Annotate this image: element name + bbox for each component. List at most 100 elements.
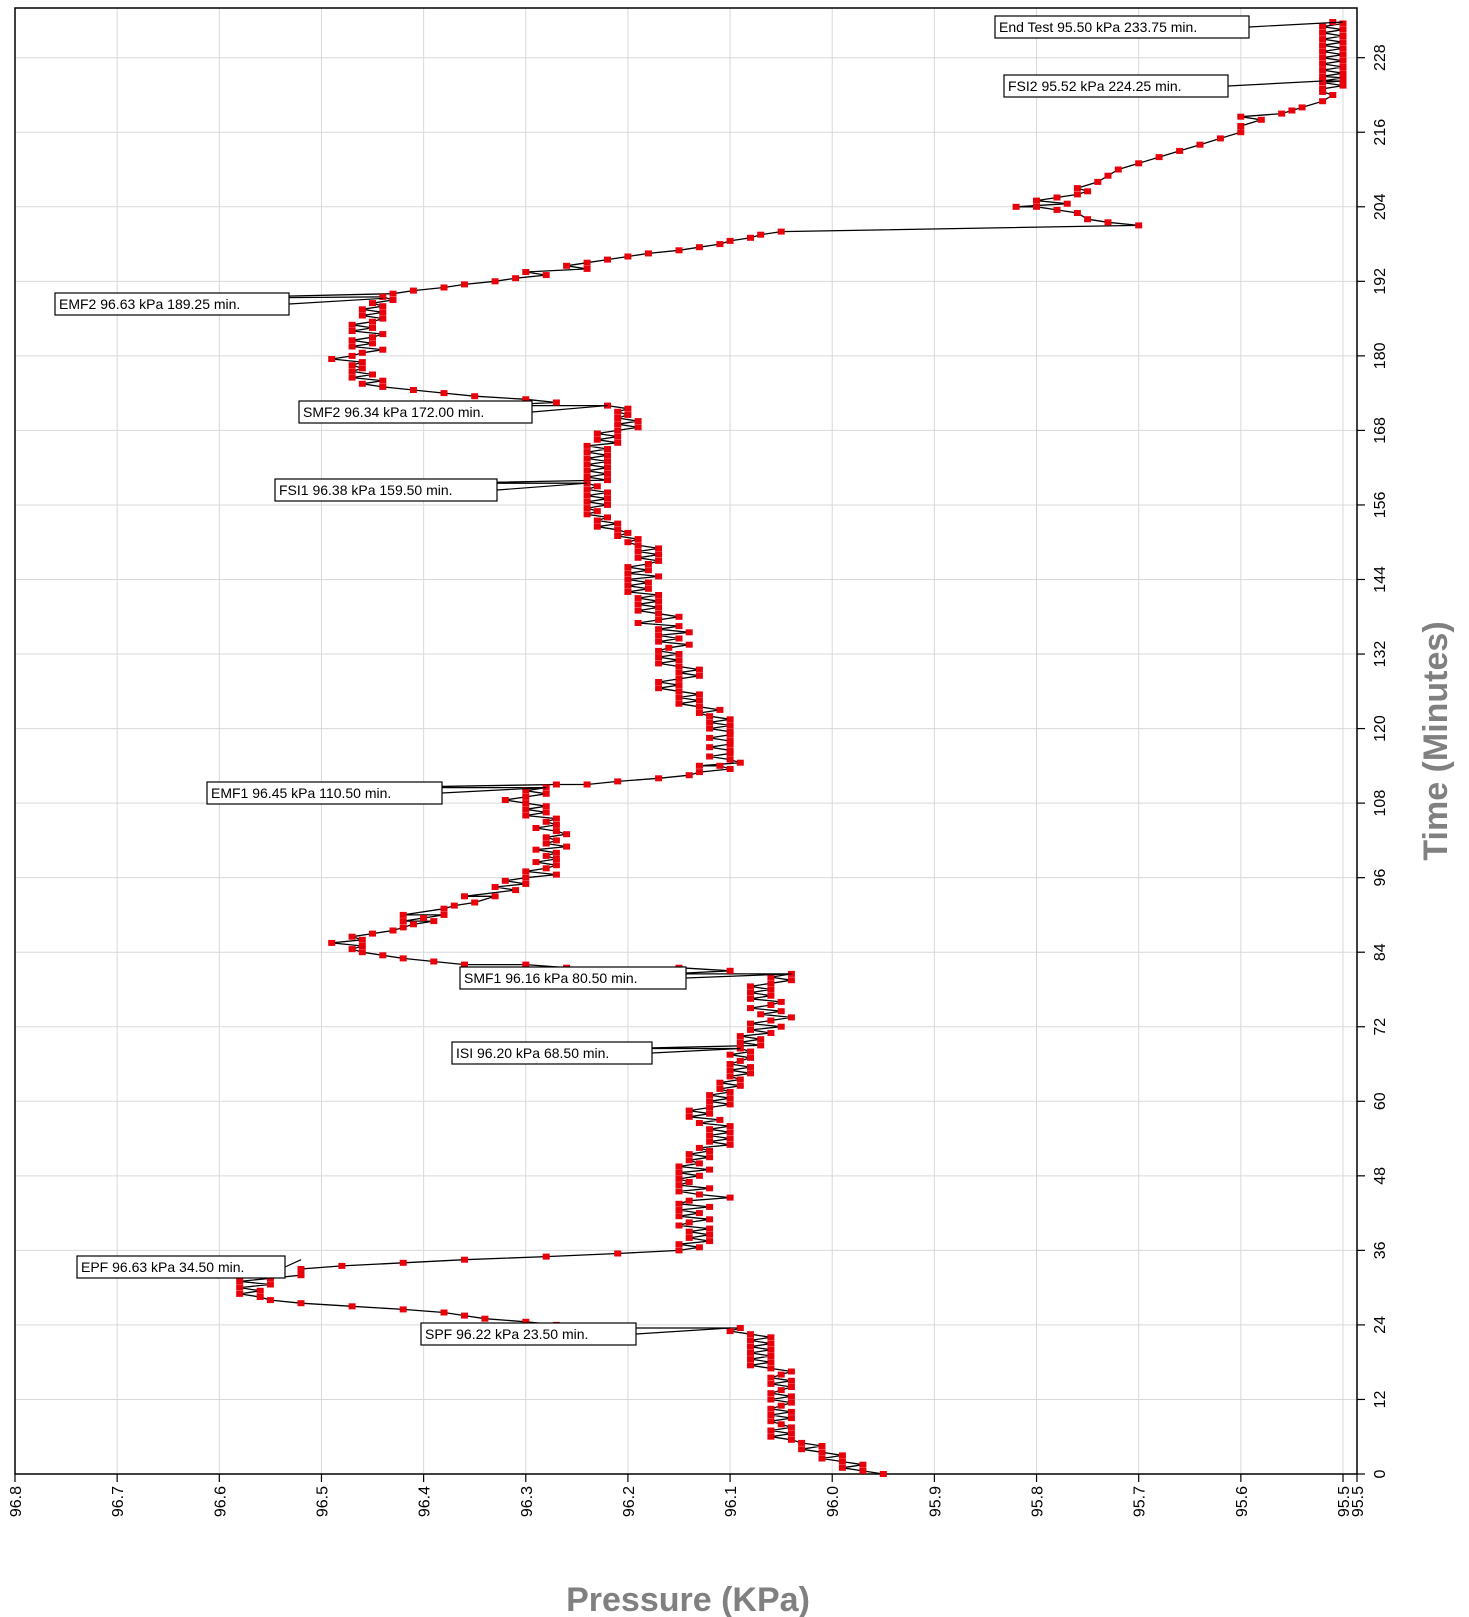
data-point: [747, 989, 754, 996]
data-point: [706, 1231, 714, 1238]
y-tick-label: 144: [1372, 566, 1389, 593]
data-point: [767, 1374, 775, 1381]
data-point: [583, 461, 591, 468]
annotation-leader: [496, 482, 588, 491]
data-point: [522, 874, 530, 881]
data-point: [604, 470, 611, 477]
data-point: [767, 1418, 775, 1425]
data-point: [614, 415, 622, 421]
data-point: [1339, 74, 1347, 81]
data-point: [655, 616, 663, 623]
annotation-box: [274, 478, 498, 502]
data-point: [655, 598, 663, 605]
data-point: [767, 1359, 775, 1366]
x-tick-label: 96.1: [723, 1486, 740, 1517]
data-point: [522, 793, 530, 800]
y-tick-label: 204: [1372, 193, 1389, 220]
data-point: [767, 974, 775, 981]
data-point: [747, 1070, 754, 1077]
data-point: [583, 480, 591, 487]
data-point: [695, 1144, 703, 1151]
data-point: [747, 1349, 754, 1356]
x-tick-label: 96.4: [417, 1486, 434, 1517]
data-point: [369, 371, 376, 378]
data-point: [655, 592, 663, 598]
y-tick-label: 48: [1372, 1167, 1389, 1185]
y-axis: 0 12 24 36 48 60 72 84 96 108 120 132 144 156 168 180 19…: [1357, 44, 1389, 1478]
data-point: [655, 545, 663, 552]
data-point: [409, 387, 417, 393]
data-point: [450, 902, 458, 909]
data-point: [736, 1045, 744, 1052]
data-point: [675, 247, 683, 254]
data-point: [338, 1262, 346, 1269]
data-point: [379, 315, 387, 322]
annotation-label: End Test 95.50 kPa 233.75 min.: [994, 15, 1344, 39]
data-point: [716, 762, 724, 769]
data-point: [767, 1433, 775, 1440]
data-point: [726, 756, 734, 763]
annotation-text: EPF 96.63 kPa 34.50 min.: [81, 1259, 244, 1275]
data-point: [552, 849, 560, 856]
data-point: [1339, 51, 1347, 58]
data-point: [706, 1126, 714, 1133]
data-point: [767, 1396, 775, 1403]
data-point: [552, 862, 560, 869]
data-point: [583, 467, 591, 474]
data-point: [369, 340, 376, 347]
annotation-text: ISI 96.20 kPa 68.50 min.: [456, 1045, 609, 1061]
data-point: [399, 924, 407, 931]
plot-frame: [14, 7, 1358, 1475]
data-point: [328, 356, 336, 362]
data-point: [838, 1452, 846, 1459]
data-point: [757, 1036, 765, 1043]
data-point: [501, 877, 509, 884]
data-point: [461, 281, 468, 288]
data-point: [1319, 42, 1327, 49]
y-tick-label: 24: [1372, 1316, 1389, 1334]
data-point: [614, 778, 622, 785]
data-point: [716, 1116, 724, 1123]
x-tick-label: 96.8: [8, 1486, 25, 1517]
data-point: [379, 309, 387, 316]
data-point: [675, 688, 683, 695]
data-point: [736, 1325, 744, 1331]
data-point: [716, 1085, 724, 1092]
annotation-text: End Test 95.50 kPa 233.75 min.: [999, 19, 1197, 35]
data-point: [593, 508, 601, 515]
data-point: [1073, 185, 1081, 192]
data-point: [522, 800, 530, 807]
data-point: [297, 1300, 305, 1307]
data-point: [747, 1064, 754, 1071]
data-point: [675, 613, 683, 620]
series-pressure: [185, 19, 1347, 1477]
annotation-leader: [531, 404, 608, 413]
data-point: [1196, 141, 1204, 148]
data-point: [655, 610, 663, 617]
data-point: [644, 250, 652, 257]
data-point: [675, 1169, 683, 1176]
data-point: [358, 943, 366, 949]
data-point: [297, 1266, 305, 1272]
data-point: [695, 1210, 703, 1217]
data-point: [604, 458, 611, 465]
data-point: [726, 1073, 734, 1080]
data-point: [706, 1132, 714, 1139]
data-point: [542, 790, 550, 797]
data-point: [409, 287, 417, 294]
y-tick-label: 108: [1372, 790, 1389, 817]
data-point: [767, 1427, 775, 1434]
data-point: [522, 961, 530, 968]
data-point: [1339, 64, 1347, 70]
annotation-label: EMF2 96.63 kPa 189.25 min.: [54, 292, 383, 316]
data-point: [461, 1312, 468, 1319]
data-point: [552, 821, 560, 828]
data-point: [542, 818, 550, 825]
data-point: [695, 769, 703, 776]
data-point: [348, 933, 356, 940]
data-point: [583, 511, 591, 518]
data-point: [787, 1384, 795, 1390]
data-point: [358, 349, 366, 356]
data-point: [777, 1402, 785, 1409]
